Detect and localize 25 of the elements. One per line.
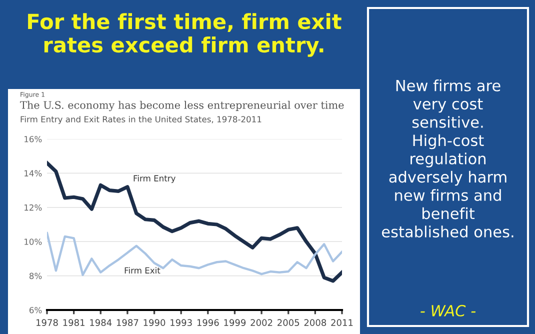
x-tick-label: 1984: [90, 319, 112, 326]
text: - WAC -: [420, 304, 476, 316]
series-label: Firm Exit: [124, 267, 160, 274]
x-tick-label: 1981: [63, 319, 84, 326]
chart-subtitle: Firm Entry and Exit Rates in the United States, 1978-2011: [20, 116, 262, 124]
x-tick-label: 1996: [197, 319, 219, 326]
series-label: Firm Entry: [134, 174, 176, 184]
y-tick-label: 6%: [30, 306, 42, 314]
x-tick-label: 2005: [278, 319, 300, 326]
x-tick-label: 1978: [36, 319, 58, 326]
y-tick-label: 12%: [24, 204, 42, 211]
chart-title: The U.S. economy has become less entrepreneurial over time: [20, 100, 344, 112]
x-tick-label: 2011: [331, 319, 353, 326]
text: For the first time, firm exit rates exceed firm entry.: [28, 13, 342, 57]
x-tick-label: 1990: [144, 319, 166, 326]
x-tick-label: 1987: [116, 319, 138, 326]
x-tick-label: 2008: [304, 319, 326, 326]
text: New firms are very cost sensitive. High-cost regulation adversely harm new firms and benefit established ones.: [382, 80, 514, 238]
x-tick-label: 1993: [170, 319, 192, 326]
y-tick-label: 16%: [24, 136, 42, 142]
y-tick-label: 10%: [24, 238, 42, 245]
y-tick-label: 14%: [24, 170, 42, 176]
y-tick-label: 8%: [29, 272, 42, 280]
x-tick-label: 1999: [224, 319, 246, 326]
x-tick-label: 2002: [250, 319, 272, 326]
